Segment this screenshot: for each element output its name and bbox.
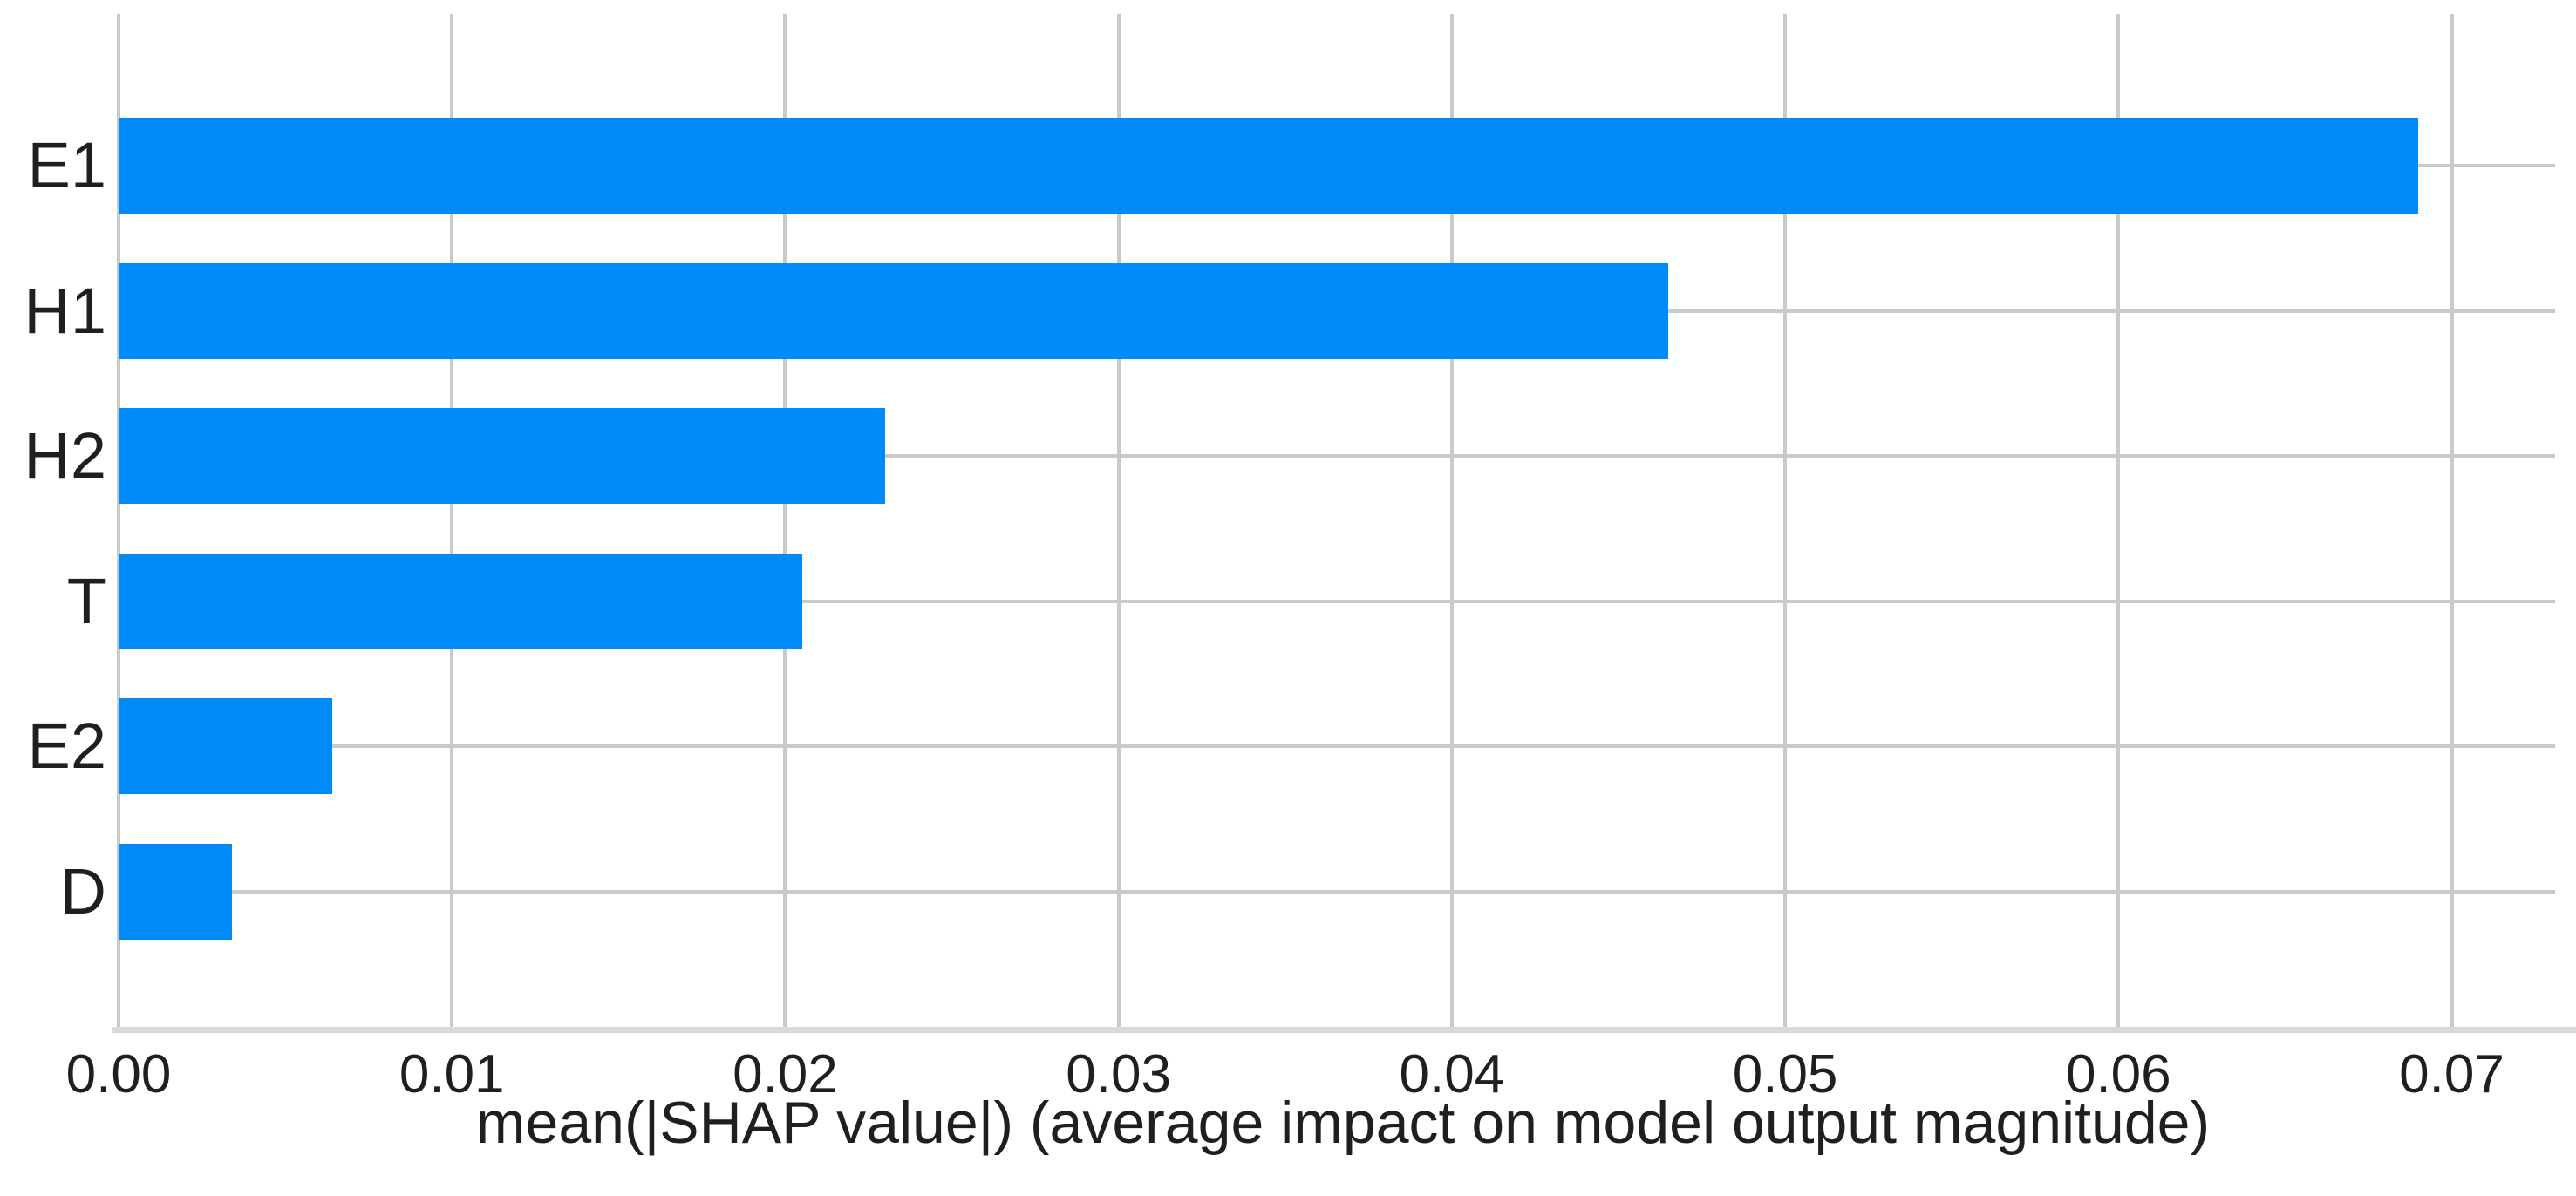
bar-h1 xyxy=(119,262,1669,359)
x-gridline xyxy=(1783,14,1788,1027)
bar-t xyxy=(119,553,802,649)
x-tick-label: 0.03 xyxy=(1066,1044,1171,1104)
bar-e2 xyxy=(119,698,332,794)
x-tick-label: 0.04 xyxy=(1399,1044,1505,1104)
x-axis-line xyxy=(112,1027,2576,1033)
x-gridline xyxy=(783,14,787,1027)
x-tick-label: 0.00 xyxy=(65,1044,172,1104)
x-tick-label: 0.05 xyxy=(1732,1044,1838,1104)
bar-h2 xyxy=(119,408,886,504)
x-tick-label: 0.01 xyxy=(399,1044,505,1104)
y-tick-label: D xyxy=(59,854,106,928)
y-gridline xyxy=(119,744,2555,748)
x-gridline xyxy=(1116,14,1121,1027)
y-gridline xyxy=(119,454,2555,458)
x-gridline xyxy=(2116,14,2121,1027)
x-axis-label: mean(|SHAP value|) (average impact on mo… xyxy=(475,1090,2211,1156)
x-tick-label: 0.02 xyxy=(733,1044,838,1104)
y-gridline xyxy=(119,889,2555,894)
x-gridline xyxy=(2450,14,2454,1027)
bar-e1 xyxy=(119,118,2419,214)
bar-d xyxy=(119,843,232,940)
y-tick-label: E1 xyxy=(27,129,106,201)
x-gridline xyxy=(117,14,120,1027)
x-gridline xyxy=(450,14,454,1027)
y-tick-label: H1 xyxy=(24,274,106,347)
x-tick-label: 0.07 xyxy=(2399,1044,2504,1104)
y-tick-label: H2 xyxy=(24,419,106,492)
y-gridline xyxy=(119,599,2555,603)
x-tick-label: 0.06 xyxy=(2065,1044,2171,1104)
y-tick-label: T xyxy=(66,564,106,637)
x-gridline xyxy=(1449,14,1454,1027)
y-tick-label: E2 xyxy=(27,710,106,782)
